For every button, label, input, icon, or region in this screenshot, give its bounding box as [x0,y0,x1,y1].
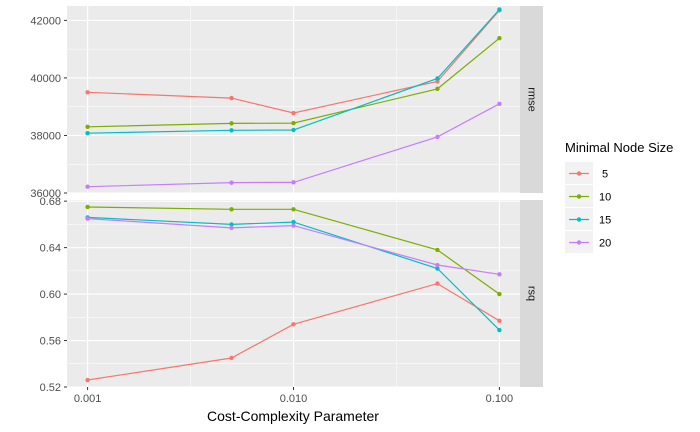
data-point-10 [435,86,440,92]
plot-panels: 36000 38000 40000 42000 rmse 0.52 0.56 0.60 0.64… [30,6,543,394]
x-tick-label: 0.001 [74,393,102,405]
y-tick-label: 36000 [30,188,61,200]
data-point-10 [85,204,90,210]
data-point-20 [85,184,90,189]
data-point-15 [497,7,502,12]
data-point-10 [85,124,90,130]
data-point-5 [229,95,234,101]
data-point-10 [229,207,234,212]
y-tick-label: 38000 [30,130,61,142]
data-point-20 [435,262,440,268]
x-axis: 0.001 0.010 0.100 [74,387,513,405]
x-axis-title: Cost-Complexity Parameter [207,408,379,424]
facet-strip [520,200,543,387]
data-point-20 [291,223,296,228]
data-point-20 [229,225,234,231]
data-point-5 [497,318,502,323]
data-point-10 [497,291,502,297]
legend-key-point [576,171,582,176]
legend-key-point [576,217,582,222]
facet-rmse: 36000 38000 40000 42000 rmse [30,6,543,200]
data-point-5 [291,322,296,327]
legend-title: Minimal Node Size [565,140,673,155]
data-point-15 [291,127,296,133]
data-point-5 [85,377,90,383]
legend-label: 20 [599,238,611,250]
facet-strip-label: rsq [526,286,538,301]
y-tick-label: 0.56 [40,336,61,348]
data-point-20 [229,180,234,185]
data-point-15 [435,76,440,81]
legend-label: 5 [599,169,608,181]
y-tick-label: 0.68 [40,196,61,208]
data-point-5 [229,355,234,361]
legend-key-point [576,194,582,199]
legend-label: 10 [599,192,611,204]
y-tick-label: 40000 [30,73,61,85]
facet-rsq: 0.52 0.56 0.60 0.64 0.68 rsq [40,196,543,394]
data-point-10 [291,120,296,126]
data-point-15 [435,266,440,271]
facet-strip [520,6,543,193]
data-point-15 [291,219,296,225]
facet-strip-label: rmse [526,87,538,111]
data-point-15 [229,128,234,133]
data-point-5 [291,110,296,116]
data-point-20 [497,272,502,277]
data-point-15 [497,327,502,333]
legend: Minimal Node Size 5 10 15 20 [565,140,673,253]
data-point-20 [497,101,502,107]
data-point-15 [85,130,90,136]
data-point-10 [497,36,502,41]
data-point-20 [435,134,440,140]
legend-label: 15 [599,215,611,227]
data-point-10 [229,121,234,126]
data-point-5 [435,281,440,286]
legend-key-point [576,240,582,245]
y-tick-label: 0.52 [40,382,61,394]
x-tick-label: 0.100 [486,393,514,405]
data-point-5 [85,90,90,95]
data-point-10 [291,207,296,212]
y-tick-label: 0.60 [40,289,61,301]
y-tick-label: 42000 [30,15,61,27]
y-tick-label: 0.64 [40,243,61,255]
data-point-15 [229,222,234,227]
data-point-20 [291,180,296,185]
data-point-20 [85,216,90,221]
x-tick-label: 0.010 [280,393,308,405]
data-point-10 [435,247,440,253]
